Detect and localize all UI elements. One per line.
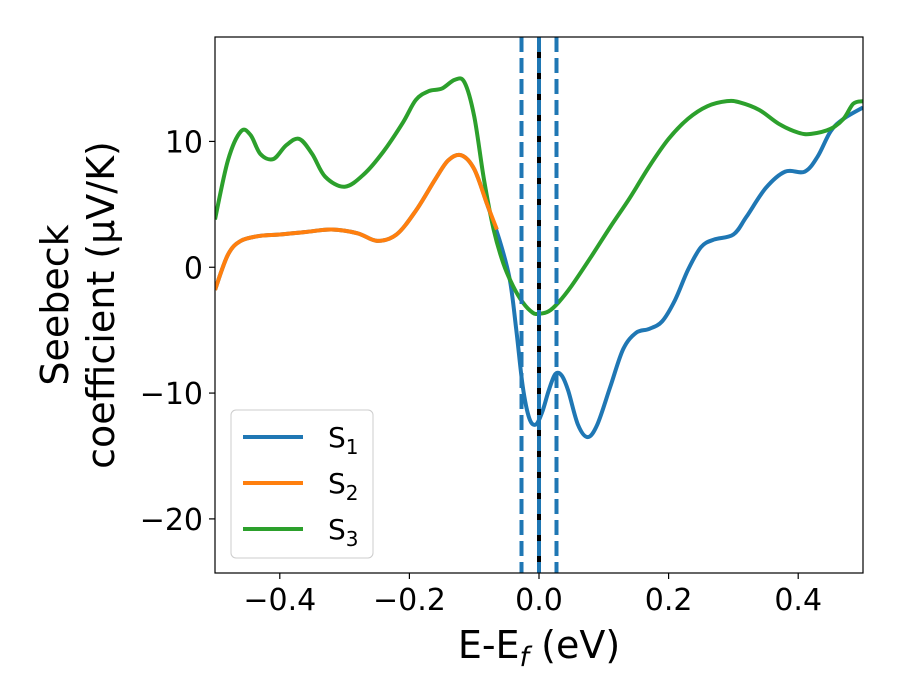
x-tick-label: 0.4 xyxy=(774,583,822,618)
legend: S1 S2 S3 xyxy=(230,409,374,559)
reference-lines xyxy=(519,37,559,573)
y-tick-label: 10 xyxy=(165,125,203,160)
y-tick-label: −20 xyxy=(140,503,203,538)
x-axis-title: E-Ef (eV) xyxy=(458,623,620,673)
legend-label-s2: S2 xyxy=(328,467,359,505)
y-tick-label: 0 xyxy=(184,251,203,286)
x-tick-label: −0.2 xyxy=(373,583,446,618)
y-axis-title: Seebeck coefficient (μV/K) xyxy=(33,141,123,469)
y-axis: 10 0 −10 −20 xyxy=(140,125,215,538)
x-tick-label: −0.4 xyxy=(243,583,316,618)
x-tick-label: 0.2 xyxy=(645,583,693,618)
legend-label-s1: S1 xyxy=(328,421,359,459)
x-axis-title-unit: (eV) xyxy=(529,623,620,667)
x-axis-title-main: E-E xyxy=(458,623,520,667)
legend-label-s3: S3 xyxy=(328,513,359,551)
y-tick-label: −10 xyxy=(140,377,203,412)
x-axis: −0.4 −0.2 0.0 0.2 0.4 xyxy=(243,573,822,618)
series-layer xyxy=(215,76,863,440)
x-tick-label: 0.0 xyxy=(515,583,563,618)
y-axis-title-line2: coefficient (μV/K) xyxy=(79,141,123,469)
series-line-s3 xyxy=(215,76,863,316)
series-line-s2 xyxy=(215,152,499,291)
y-axis-title-line1: Seebeck xyxy=(33,224,77,385)
